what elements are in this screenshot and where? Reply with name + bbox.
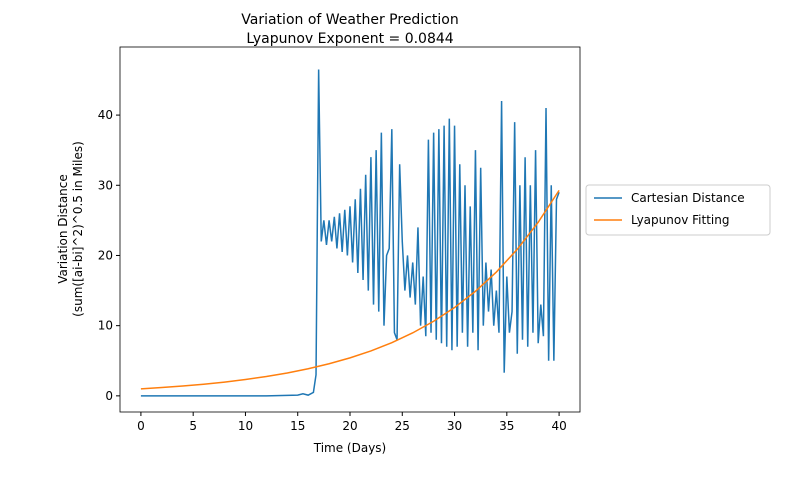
x-tick-label: 15: [290, 419, 305, 433]
plot-frame: [119, 46, 581, 413]
data-line: [140, 69, 560, 397]
y-tick-label: 20: [98, 248, 113, 262]
x-tick-label: 25: [395, 419, 410, 433]
x-tick-label: 30: [447, 419, 462, 433]
y-tick-label: 40: [98, 108, 113, 122]
x-axis-label: Time (Days): [313, 441, 387, 455]
chart-subtitle: Lyapunov Exponent = 0.0844: [246, 31, 453, 47]
y-axis-label: Variation Distance: [56, 174, 70, 284]
x-tick-label: 10: [238, 419, 253, 433]
y-tick-label: 30: [98, 178, 113, 192]
y-tick-label: 0: [105, 389, 113, 403]
x-tick-label: 35: [499, 419, 514, 433]
x-tick-label: 20: [342, 419, 357, 433]
x-tick-label: 40: [551, 419, 566, 433]
y-axis-label: (sum([ai-bi]^2)^0.5 in Miles): [71, 141, 85, 317]
y-tick-label: 10: [98, 319, 113, 333]
chart-title: Variation of Weather Prediction: [241, 12, 458, 28]
legend-box: [585, 184, 771, 236]
legend-label: Cartesian Distance: [631, 191, 745, 205]
x-tick-label: 0: [137, 419, 145, 433]
x-tick-label: 5: [189, 419, 197, 433]
data-line: [140, 189, 560, 390]
legend-label: Lyapunov Fitting: [631, 213, 729, 227]
